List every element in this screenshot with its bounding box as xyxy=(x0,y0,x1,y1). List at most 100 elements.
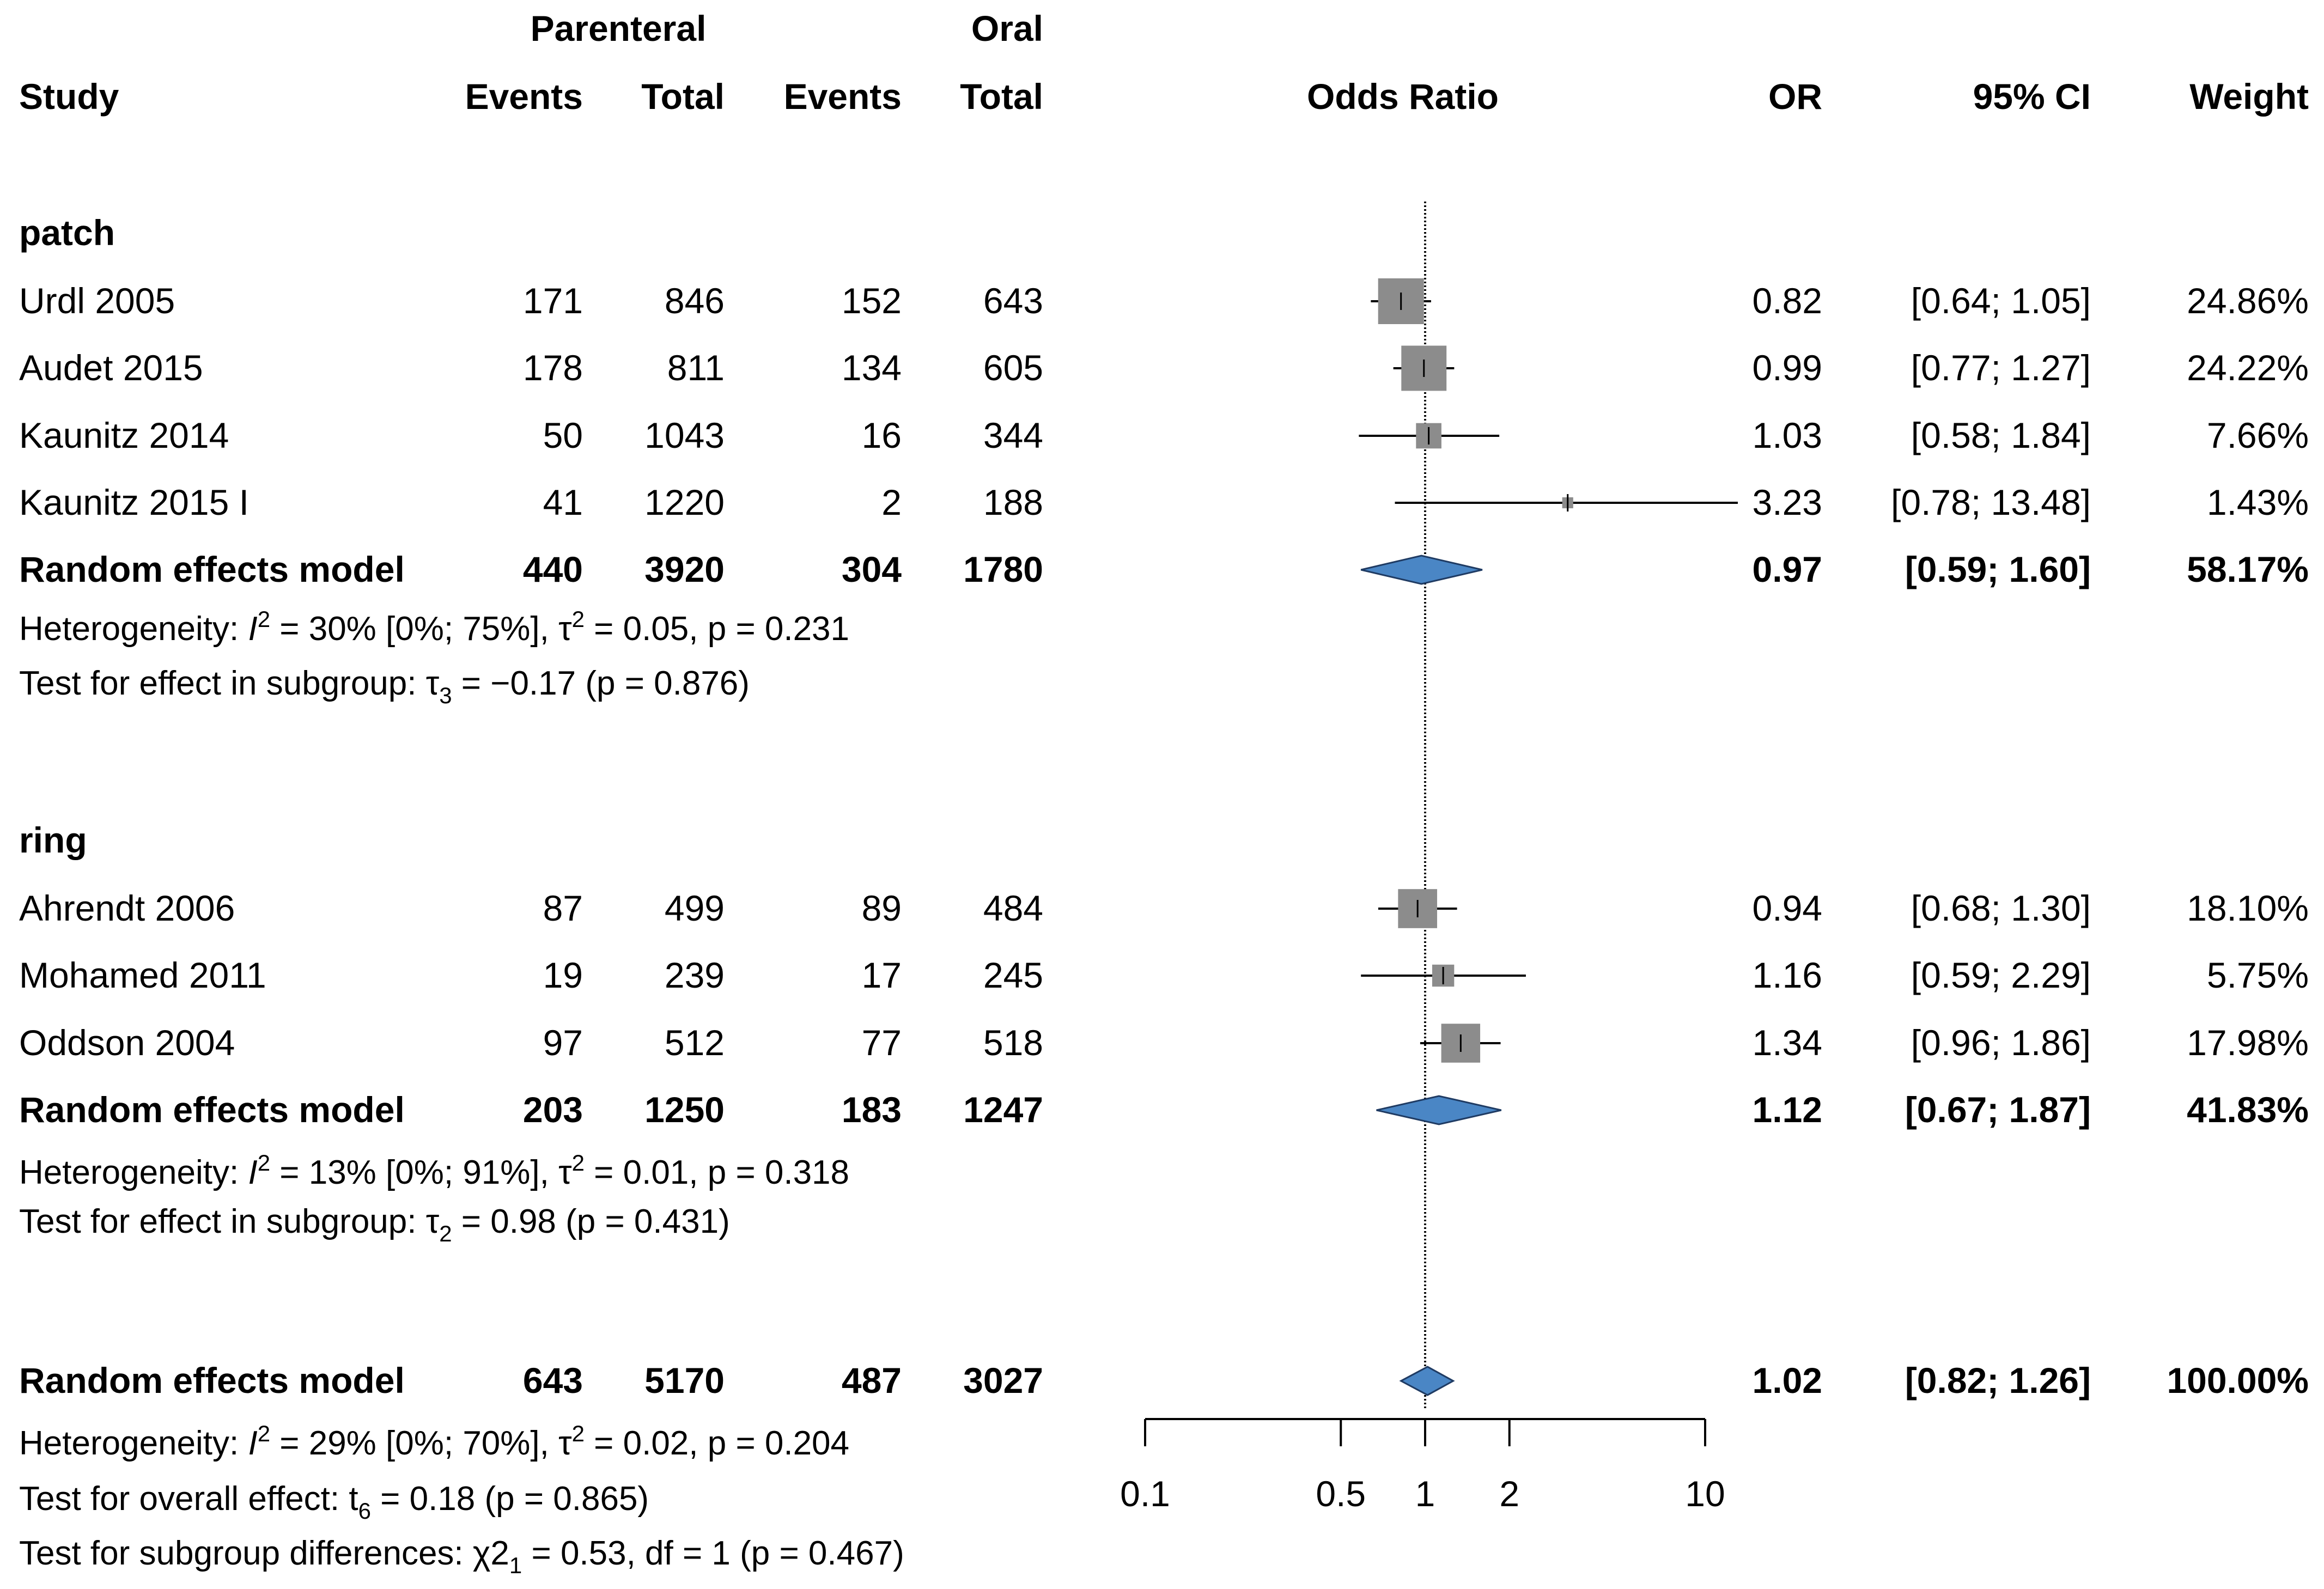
parenteral-events: 19 xyxy=(543,955,583,995)
header-parenteral-events: Events xyxy=(465,76,583,117)
parenteral-total: 846 xyxy=(665,281,725,321)
study-label: Audet 2015 xyxy=(19,348,203,388)
header-ci: 95% CI xyxy=(1973,76,2091,117)
ci-value: [0.77; 1.27] xyxy=(1911,348,2091,388)
subgroup-pooled-parenteral-total: 1250 xyxy=(644,1089,725,1130)
subgroup-pooled-weight: 41.83% xyxy=(2187,1089,2309,1130)
parenteral-events: 41 xyxy=(543,482,583,522)
weight-value: 24.86% xyxy=(2187,281,2309,321)
header-oral-total: Total xyxy=(960,76,1043,117)
subgroup-pooled-oral-events: 183 xyxy=(842,1089,902,1130)
weight-value: 18.10% xyxy=(2187,888,2309,928)
overall-pooled-oral-total: 3027 xyxy=(963,1360,1043,1401)
oral-events: 17 xyxy=(862,955,902,995)
group-header-oral: Oral xyxy=(971,8,1043,48)
oral-events: 77 xyxy=(862,1022,902,1063)
oral-total: 605 xyxy=(983,348,1043,388)
weight-value: 17.98% xyxy=(2187,1022,2309,1063)
overall-pooled-oral-events: 487 xyxy=(842,1360,902,1401)
oral-total: 344 xyxy=(983,415,1043,455)
or-value: 1.03 xyxy=(1753,415,1822,455)
study-label: Kaunitz 2014 xyxy=(19,415,229,455)
parenteral-events: 178 xyxy=(523,348,583,388)
ci-value: [0.59; 2.29] xyxy=(1911,955,2091,995)
oral-total: 245 xyxy=(983,955,1043,995)
study-label: Urdl 2005 xyxy=(19,281,175,321)
subgroup-effect-test: Test for effect in subgroup: τ2 = 0.98 (… xyxy=(19,1203,730,1246)
overall-pooled-ci: [0.82; 1.26] xyxy=(1905,1360,2091,1401)
or-value: 3.23 xyxy=(1753,482,1822,522)
overall-effect-test: Test for overall effect: t6 = 0.18 (p = … xyxy=(19,1480,649,1524)
parenteral-events: 50 xyxy=(543,415,583,455)
ci-value: [0.58; 1.84] xyxy=(1911,415,2091,455)
parenteral-total: 1220 xyxy=(644,482,725,522)
overall-pooled-weight: 100.00% xyxy=(2167,1360,2309,1401)
subgroup-differences-test: Test for subgroup differences: χ21 = 0.5… xyxy=(19,1535,904,1578)
subgroup-pooled-parenteral-events: 440 xyxy=(523,549,583,589)
parenteral-total: 1043 xyxy=(644,415,725,455)
parenteral-total: 239 xyxy=(665,955,725,995)
oral-total: 518 xyxy=(983,1022,1043,1063)
x-tick-label: 10 xyxy=(1685,1474,1725,1514)
subgroup-pooled-oral-total: 1780 xyxy=(963,549,1043,589)
oral-total: 643 xyxy=(983,281,1043,321)
subgroup-pooled-ci: [0.59; 1.60] xyxy=(1905,549,2091,589)
parenteral-total: 811 xyxy=(667,348,725,388)
or-value: 0.99 xyxy=(1753,348,1822,388)
header-or: OR xyxy=(1768,76,1822,117)
header-oral-events: Events xyxy=(784,76,902,117)
subgroup-pooled-diamond xyxy=(1360,555,1483,585)
subgroup-pooled-label: Random effects model xyxy=(19,1089,405,1130)
subgroup-pooled-or: 1.12 xyxy=(1753,1089,1822,1130)
subgroup-pooled-parenteral-total: 3920 xyxy=(644,549,725,589)
study-label: Ahrendt 2006 xyxy=(19,888,235,928)
header-study: Study xyxy=(19,76,119,117)
or-value: 1.16 xyxy=(1753,955,1822,995)
oral-events: 134 xyxy=(842,348,902,388)
ci-value: [0.68; 1.30] xyxy=(1911,888,2091,928)
oral-events: 2 xyxy=(881,482,902,522)
or-value: 0.94 xyxy=(1753,888,1822,928)
weight-value: 7.66% xyxy=(2207,415,2309,455)
x-tick-label: 0.1 xyxy=(1120,1474,1170,1514)
subgroup-heterogeneity: Heterogeneity: I2 = 13% [0%; 91%], τ2 = … xyxy=(19,1150,849,1191)
subgroup-pooled-ci: [0.67; 1.87] xyxy=(1905,1089,2091,1130)
group-header-parenteral: Parenteral xyxy=(531,8,707,48)
oral-total: 188 xyxy=(983,482,1043,522)
header-odds-ratio: Odds Ratio xyxy=(1307,76,1499,117)
ci-value: [0.96; 1.86] xyxy=(1911,1022,2091,1063)
subgroup-pooled-weight: 58.17% xyxy=(2187,549,2309,589)
subgroup-pooled-label: Random effects model xyxy=(19,549,405,589)
subgroup-pooled-oral-total: 1247 xyxy=(963,1089,1043,1130)
subgroup-header-patch: patch xyxy=(19,212,115,253)
parenteral-total: 512 xyxy=(665,1022,725,1063)
subgroup-pooled-parenteral-events: 203 xyxy=(523,1089,583,1130)
overall-pooled-or: 1.02 xyxy=(1753,1360,1822,1401)
study-label: Mohamed 2011 xyxy=(19,955,266,995)
ci-value: [0.64; 1.05] xyxy=(1911,281,2091,321)
subgroup-header-ring: ring xyxy=(19,820,87,860)
or-value: 1.34 xyxy=(1753,1022,1822,1063)
oral-events: 16 xyxy=(862,415,902,455)
weight-value: 5.75% xyxy=(2207,955,2309,995)
x-tick-label: 0.5 xyxy=(1316,1474,1366,1514)
oral-total: 484 xyxy=(983,888,1043,928)
parenteral-total: 499 xyxy=(665,888,725,928)
oral-events: 89 xyxy=(862,888,902,928)
x-tick-label: 1 xyxy=(1415,1474,1435,1514)
ci-value: [0.78; 13.48] xyxy=(1891,482,2091,522)
x-tick-label: 2 xyxy=(1499,1474,1519,1514)
overall-heterogeneity: Heterogeneity: I2 = 29% [0%; 70%], τ2 = … xyxy=(19,1421,849,1462)
parenteral-events: 97 xyxy=(543,1022,583,1063)
study-label: Oddson 2004 xyxy=(19,1022,235,1063)
oral-events: 152 xyxy=(842,281,902,321)
weight-value: 1.43% xyxy=(2207,482,2309,522)
header-weight: Weight xyxy=(2189,76,2309,117)
subgroup-pooled-oral-events: 304 xyxy=(842,549,902,589)
subgroup-effect-test: Test for effect in subgroup: τ3 = −0.17 … xyxy=(19,665,750,708)
weight-value: 24.22% xyxy=(2187,348,2309,388)
overall-pooled-diamond xyxy=(1399,1366,1455,1396)
study-label: Kaunitz 2015 I xyxy=(19,482,249,522)
overall-pooled-parenteral-events: 643 xyxy=(523,1360,583,1401)
